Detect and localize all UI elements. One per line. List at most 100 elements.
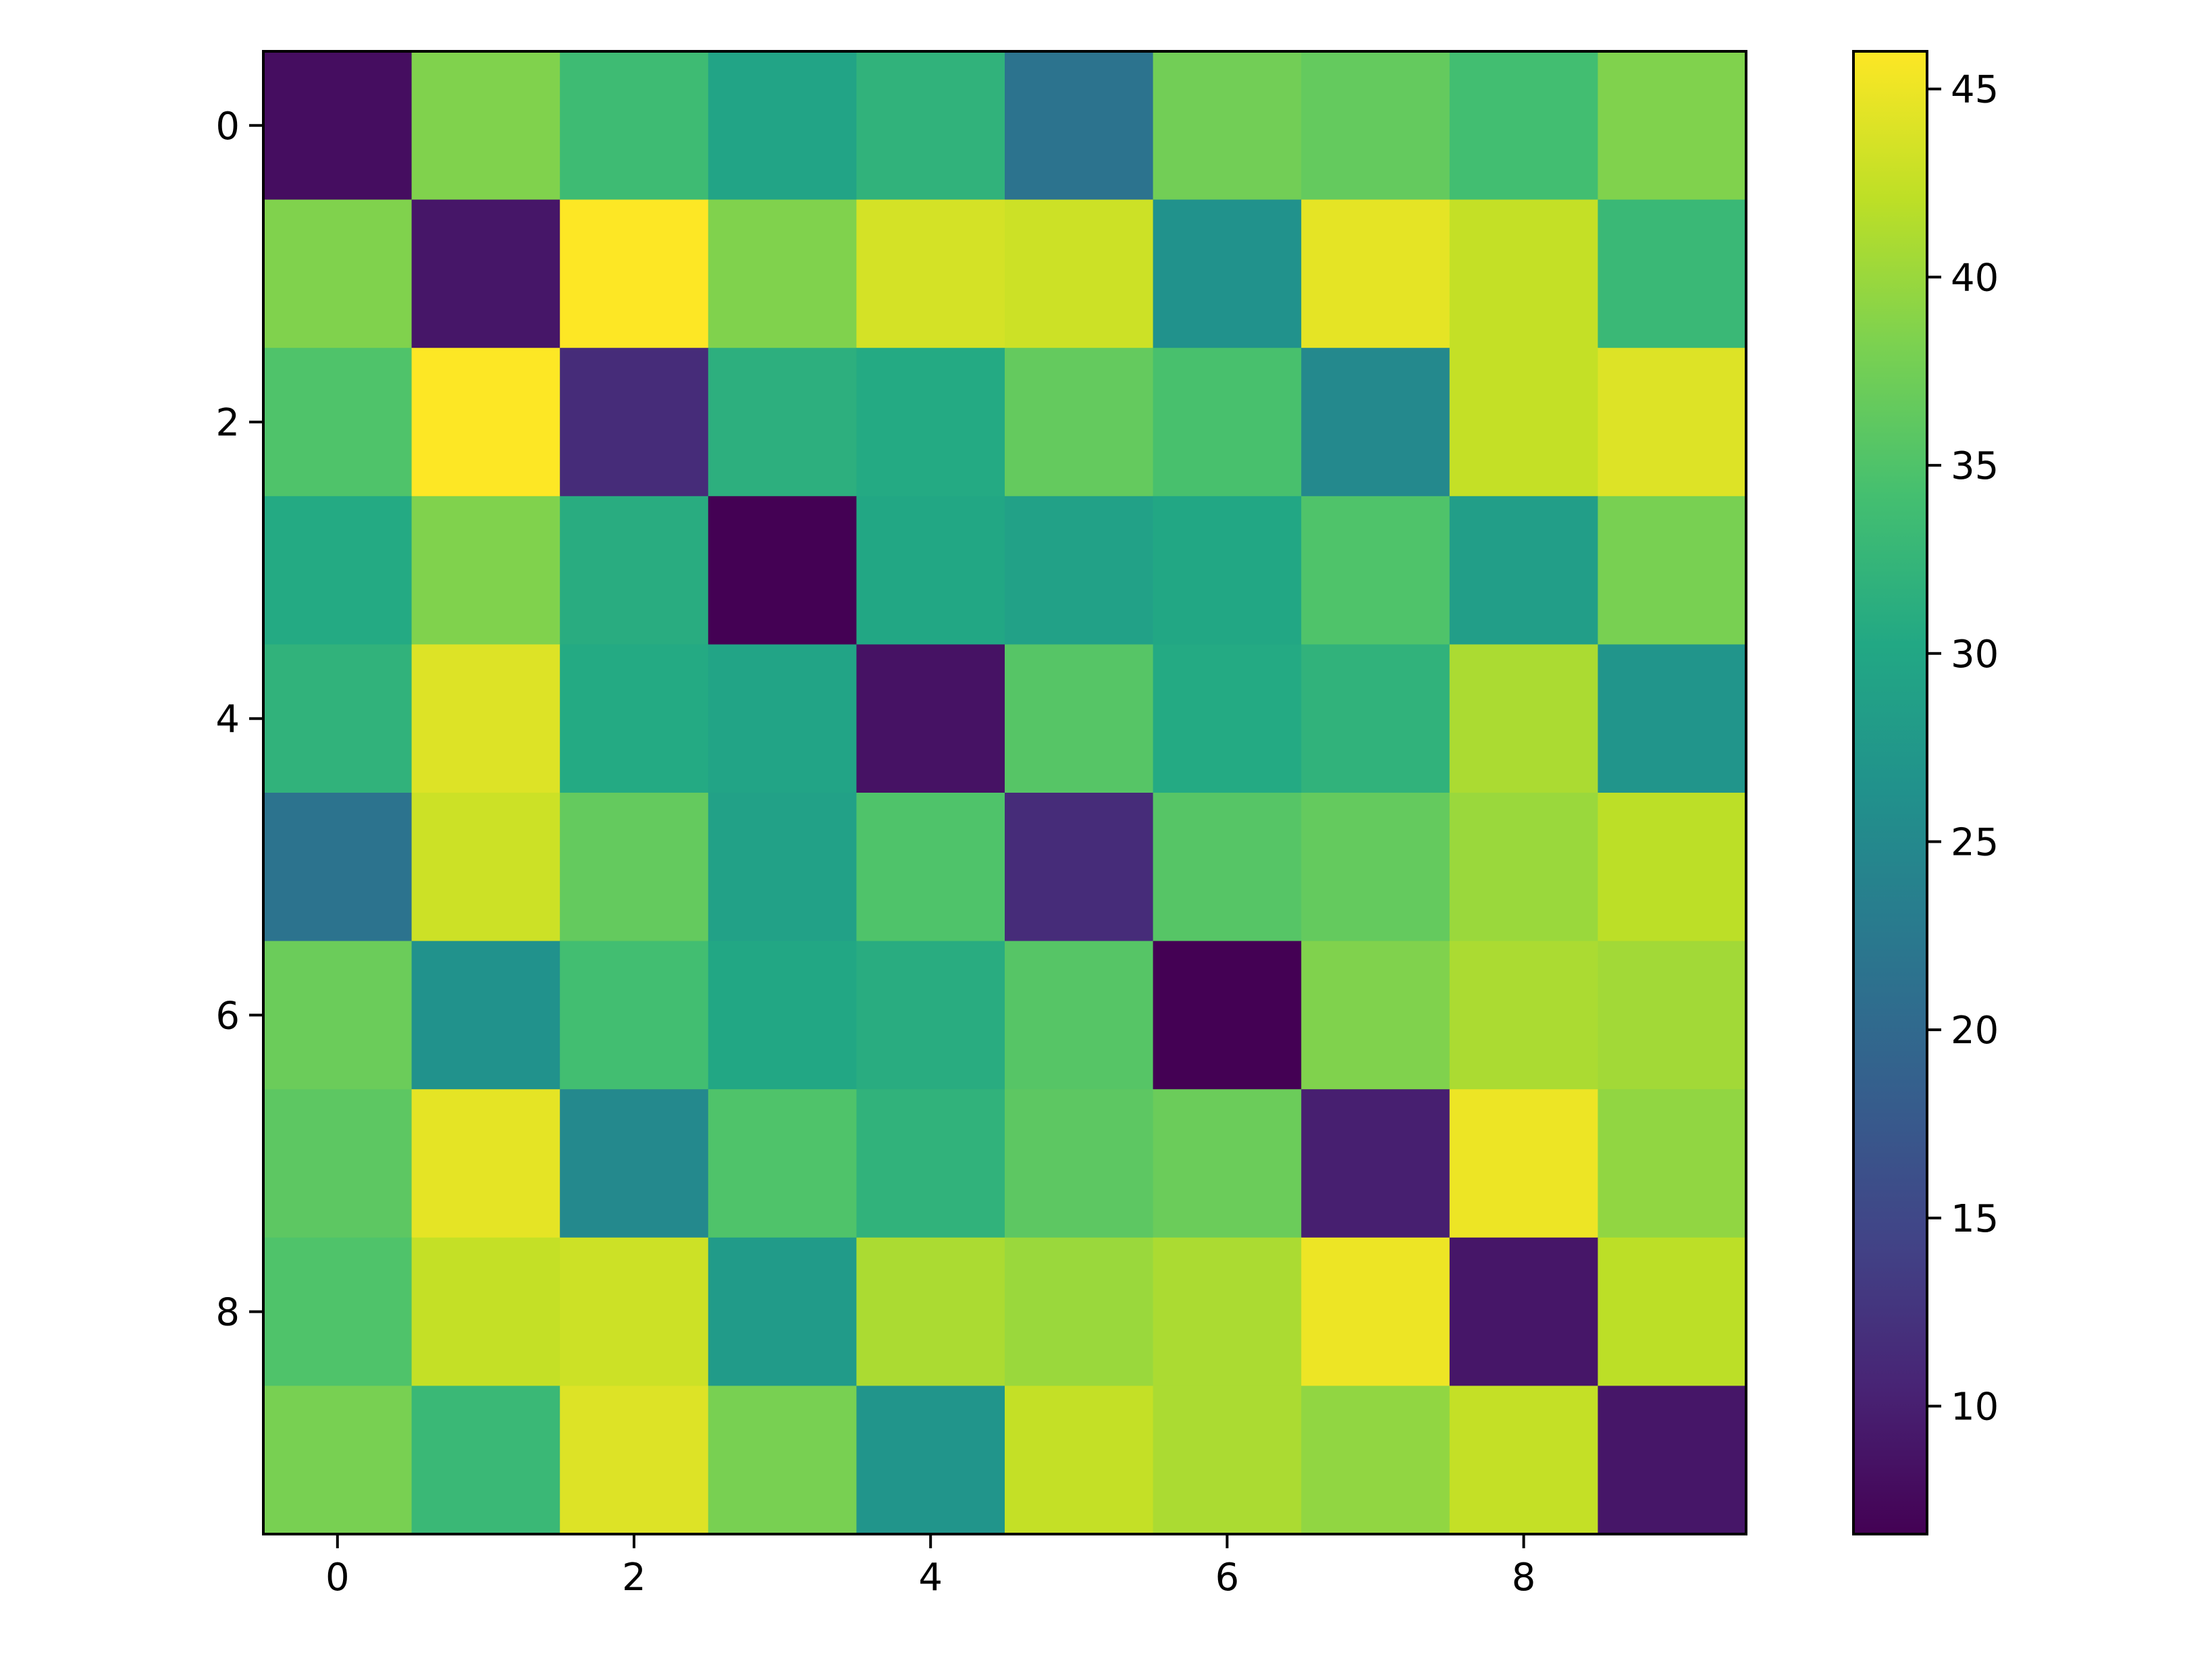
heatmap-cell-r2-c3 bbox=[708, 348, 857, 497]
colorbar-tick-label: 25 bbox=[1951, 820, 1999, 864]
y-tick-label: 0 bbox=[215, 105, 240, 149]
colorbar-tick-label: 45 bbox=[1951, 68, 1999, 112]
heatmap-cell-r6-c8 bbox=[1449, 941, 1598, 1090]
heatmap-cell-r7-c2 bbox=[560, 1089, 709, 1238]
x-tick-label: 6 bbox=[1215, 1556, 1240, 1600]
heatmap-cell-r2-c8 bbox=[1449, 348, 1598, 497]
heatmap-cell-r5-c4 bbox=[856, 793, 1005, 942]
heatmap-cell-r4-c7 bbox=[1301, 644, 1450, 793]
heatmap-cell-r6-c6 bbox=[1153, 941, 1302, 1090]
heatmap-cell-r1-c5 bbox=[1005, 199, 1154, 348]
heatmap-cell-r1-c0 bbox=[263, 199, 413, 348]
heatmap-cell-r4-c0 bbox=[263, 644, 413, 793]
heatmap-cell-r7-c1 bbox=[411, 1089, 560, 1238]
y-tick-label: 6 bbox=[215, 994, 240, 1038]
heatmap-cell-r1-c6 bbox=[1153, 199, 1302, 348]
heatmap-cell-r4-c9 bbox=[1598, 644, 1747, 793]
colorbar-tick-label: 10 bbox=[1951, 1385, 1999, 1429]
y-tick-label: 4 bbox=[215, 697, 240, 741]
heatmap-cell-r4-c5 bbox=[1005, 644, 1154, 793]
colorbar-tick-label: 20 bbox=[1951, 1009, 1999, 1053]
heatmap-cells bbox=[263, 51, 1747, 1535]
heatmap-cell-r9-c4 bbox=[856, 1386, 1005, 1535]
heatmap-cell-r4-c8 bbox=[1449, 644, 1598, 793]
heatmap-cell-r4-c2 bbox=[560, 644, 709, 793]
heatmap-cell-r1-c2 bbox=[560, 199, 709, 348]
heatmap-cell-r8-c8 bbox=[1449, 1237, 1598, 1386]
heatmap-cell-r6-c3 bbox=[708, 941, 857, 1090]
heatmap-cell-r9-c9 bbox=[1598, 1386, 1747, 1535]
heatmap-cell-r7-c0 bbox=[263, 1089, 413, 1238]
colorbar-tick-label: 30 bbox=[1951, 633, 1999, 677]
heatmap-cell-r8-c6 bbox=[1153, 1237, 1302, 1386]
heatmap-cell-r6-c1 bbox=[411, 941, 560, 1090]
heatmap-cell-r1-c1 bbox=[411, 199, 560, 348]
heatmap-cell-r5-c3 bbox=[708, 793, 857, 942]
heatmap-cell-r7-c6 bbox=[1153, 1089, 1302, 1238]
heatmap-cell-r3-c7 bbox=[1301, 496, 1450, 645]
x-tick-label: 4 bbox=[918, 1556, 943, 1600]
heatmap-cell-r9-c3 bbox=[708, 1386, 857, 1535]
heatmap-cell-r3-c5 bbox=[1005, 496, 1154, 645]
heatmap-cell-r3-c2 bbox=[560, 496, 709, 645]
heatmap-cell-r6-c2 bbox=[560, 941, 709, 1090]
plot-frame bbox=[262, 50, 1747, 1535]
heatmap-cell-r0-c3 bbox=[708, 51, 857, 201]
heatmap-cell-r9-c7 bbox=[1301, 1386, 1450, 1535]
heatmap-cell-r8-c7 bbox=[1301, 1237, 1450, 1386]
heatmap-cell-r3-c8 bbox=[1449, 496, 1598, 645]
heatmap-cell-r2-c9 bbox=[1598, 348, 1747, 497]
heatmap-cell-r4-c3 bbox=[708, 644, 857, 793]
heatmap-cell-r5-c7 bbox=[1301, 793, 1450, 942]
heatmap-cell-r5-c1 bbox=[411, 793, 560, 942]
heatmap-cell-r6-c9 bbox=[1598, 941, 1747, 1090]
heatmap-cell-r0-c2 bbox=[560, 51, 709, 201]
x-tick-label: 0 bbox=[325, 1556, 350, 1600]
heatmap-cell-r5-c9 bbox=[1598, 793, 1747, 942]
heatmap-cell-r5-c5 bbox=[1005, 793, 1154, 942]
heatmap-cell-r2-c0 bbox=[263, 348, 413, 497]
x-tick-label: 8 bbox=[1512, 1556, 1536, 1600]
heatmap-cell-r2-c4 bbox=[856, 348, 1005, 497]
heatmap-cell-r0-c0 bbox=[263, 51, 413, 201]
heatmap-cell-r9-c6 bbox=[1153, 1386, 1302, 1535]
heatmap-cell-r3-c9 bbox=[1598, 496, 1747, 645]
heatmap-cell-r9-c0 bbox=[263, 1386, 413, 1535]
heatmap-cell-r0-c5 bbox=[1005, 51, 1154, 201]
heatmap-cell-r8-c5 bbox=[1005, 1237, 1154, 1386]
heatmap-cell-r8-c4 bbox=[856, 1237, 1005, 1386]
heatmap-cell-r1-c4 bbox=[856, 199, 1005, 348]
heatmap-cell-r8-c1 bbox=[411, 1237, 560, 1386]
heatmap-cell-r3-c1 bbox=[411, 496, 560, 645]
heatmap-cell-r9-c2 bbox=[560, 1386, 709, 1535]
colorbar-frame bbox=[1852, 50, 1928, 1535]
heatmap-cell-r0-c4 bbox=[856, 51, 1005, 201]
heatmap-cell-r0-c6 bbox=[1153, 51, 1302, 201]
heatmap-cell-r3-c4 bbox=[856, 496, 1005, 645]
colorbar-tick-label: 35 bbox=[1951, 444, 1999, 488]
heatmap-cell-r6-c0 bbox=[263, 941, 413, 1090]
heatmap-cell-r0-c8 bbox=[1449, 51, 1598, 201]
x-tick-label: 2 bbox=[622, 1556, 646, 1600]
heatmap-cell-r2-c7 bbox=[1301, 348, 1450, 497]
heatmap-cell-r7-c4 bbox=[856, 1089, 1005, 1238]
heatmap-cell-r2-c6 bbox=[1153, 348, 1302, 497]
heatmap-cell-r0-c7 bbox=[1301, 51, 1450, 201]
heatmap-cell-r4-c4 bbox=[856, 644, 1005, 793]
heatmap-cell-r5-c2 bbox=[560, 793, 709, 942]
heatmap-cell-r8-c2 bbox=[560, 1237, 709, 1386]
heatmap-cell-r3-c6 bbox=[1153, 496, 1302, 645]
heatmap-cell-r5-c0 bbox=[263, 793, 413, 942]
heatmap-cell-r9-c1 bbox=[411, 1386, 560, 1535]
heatmap-cell-r3-c3 bbox=[708, 496, 857, 645]
heatmap-cell-r8-c9 bbox=[1598, 1237, 1747, 1386]
heatmap-cell-r4-c1 bbox=[411, 644, 560, 793]
heatmap-cell-r1-c3 bbox=[708, 199, 857, 348]
heatmap-cell-r8-c0 bbox=[263, 1237, 413, 1386]
heatmap-cell-r5-c8 bbox=[1449, 793, 1598, 942]
colorbar-axis: 10 15 20 25 30 35 40 45 bbox=[1927, 68, 1999, 1429]
heatmap-cell-r2-c1 bbox=[411, 348, 560, 497]
x-axis: 0 2 4 6 8 bbox=[325, 1534, 1535, 1600]
heatmap-cell-r8-c3 bbox=[708, 1237, 857, 1386]
